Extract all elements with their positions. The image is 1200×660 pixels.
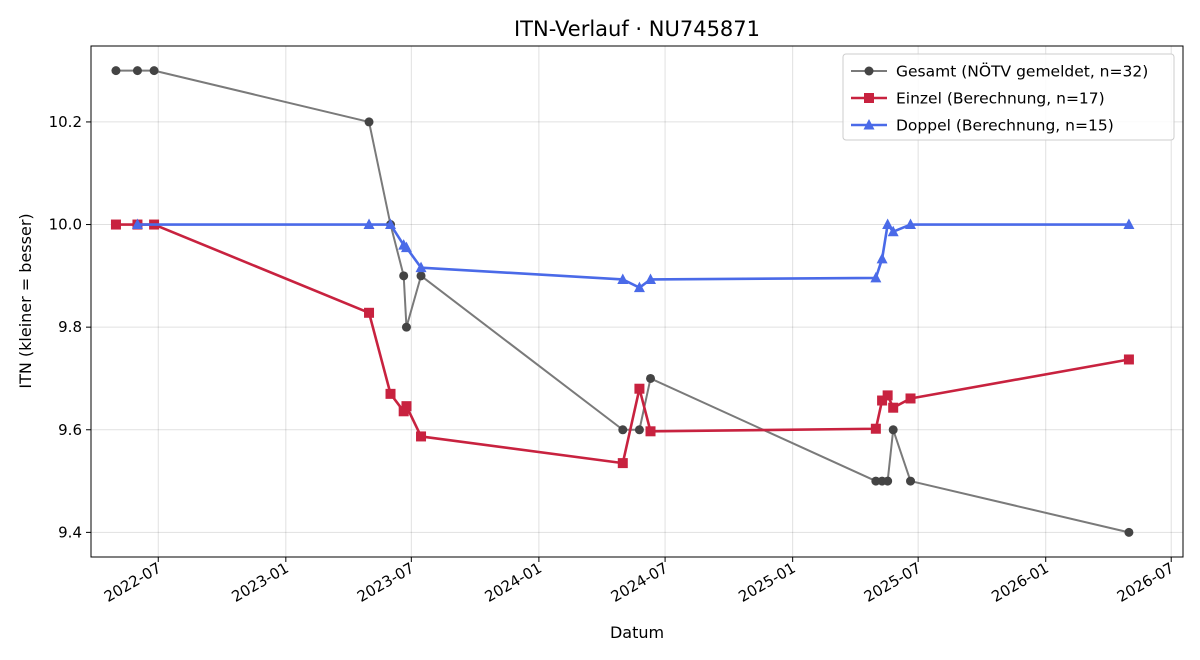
data-point: [870, 271, 882, 283]
data-point: [132, 66, 142, 76]
x-tick-label: 2024-01: [482, 559, 545, 606]
data-point: [870, 423, 881, 434]
y-tick-label: 9.8: [58, 318, 82, 336]
x-tick-label: 2023-01: [229, 559, 292, 606]
data-point: [364, 117, 374, 127]
data-point: [882, 218, 894, 230]
data-point: [399, 271, 409, 281]
y-axis-title: ITN (kleiner = besser): [16, 213, 35, 388]
legend-label: Gesamt (NÖTV gemeldet, n=32): [896, 62, 1148, 81]
data-point: [400, 241, 412, 253]
data-point: [905, 393, 916, 404]
y-tick-label: 9.6: [58, 421, 82, 439]
legend-marker: [864, 66, 874, 76]
data-point: [871, 476, 881, 486]
data-point: [883, 476, 893, 486]
chart-title: ITN-Verlauf · NU745871: [514, 17, 760, 41]
data-point: [877, 395, 888, 406]
x-tick-label: 2026-01: [988, 559, 1051, 606]
data-point: [364, 307, 375, 318]
data-point: [887, 225, 899, 237]
data-point: [401, 322, 411, 332]
data-point: [1123, 354, 1134, 365]
data-point: [363, 218, 375, 230]
data-point: [634, 383, 645, 394]
data-point: [398, 406, 409, 417]
data-point: [385, 388, 396, 399]
x-axis-title: Datum: [610, 623, 664, 642]
data-point: [618, 425, 628, 435]
y-tick-label: 9.4: [58, 523, 82, 541]
x-tick-label: 2023-07: [354, 559, 417, 606]
data-point: [645, 426, 656, 437]
data-point: [415, 261, 427, 273]
data-point: [111, 66, 121, 76]
legend-entry: Doppel (Berechnung, n=15): [851, 117, 1114, 135]
series-triangle: [131, 218, 1135, 293]
data-point: [131, 218, 143, 230]
data-point: [401, 401, 412, 412]
data-point: [1123, 218, 1135, 230]
plot-frame: [90, 45, 1184, 558]
data-point: [905, 218, 917, 230]
legend-label: Einzel (Berechnung, n=17): [896, 90, 1105, 108]
data-point: [634, 425, 644, 435]
x-tick-label: 2026-07: [1114, 559, 1177, 606]
x-tick-label: 2024-07: [608, 559, 671, 606]
data-point: [633, 281, 645, 293]
data-point: [416, 271, 426, 281]
data-point: [645, 273, 657, 284]
data-point: [1124, 527, 1134, 537]
x-axis: 2022-07 2023-01 2023-07 2024-01 2024-07 2025-…: [101, 557, 1177, 606]
x-tick-label: 2025-07: [861, 559, 924, 606]
data-point: [110, 219, 121, 230]
data-point: [882, 390, 893, 401]
x-tick-label: 2022-07: [101, 559, 164, 606]
y-tick-label: 10.2: [49, 113, 82, 131]
legend-entry: Einzel (Berechnung, n=17): [851, 90, 1105, 108]
data-point: [646, 373, 656, 383]
y-axis: 9.4 9.6 9.8 10.0 10.2: [49, 113, 91, 541]
legend-entry: Gesamt (NÖTV gemeldet, n=32): [851, 62, 1148, 81]
data-point: [906, 476, 916, 486]
data-point: [888, 425, 898, 435]
data-point: [385, 218, 397, 230]
legend: Gesamt (NÖTV gemeldet, n=32) Einzel (Bere…: [842, 53, 1175, 141]
legend-label: Doppel (Berechnung, n=15): [896, 117, 1114, 135]
data-point: [876, 252, 888, 264]
y-tick-label: 10.0: [49, 216, 82, 234]
legend-marker: [864, 93, 874, 103]
data-point: [617, 273, 629, 284]
data-point: [149, 66, 159, 76]
x-tick-label: 2025-01: [735, 559, 798, 606]
legend-box: [842, 53, 1175, 141]
data-point: [888, 402, 899, 413]
legend-marker: [863, 119, 875, 130]
series-layer: [110, 66, 1135, 537]
data-point: [617, 458, 628, 469]
data-point: [416, 431, 427, 442]
